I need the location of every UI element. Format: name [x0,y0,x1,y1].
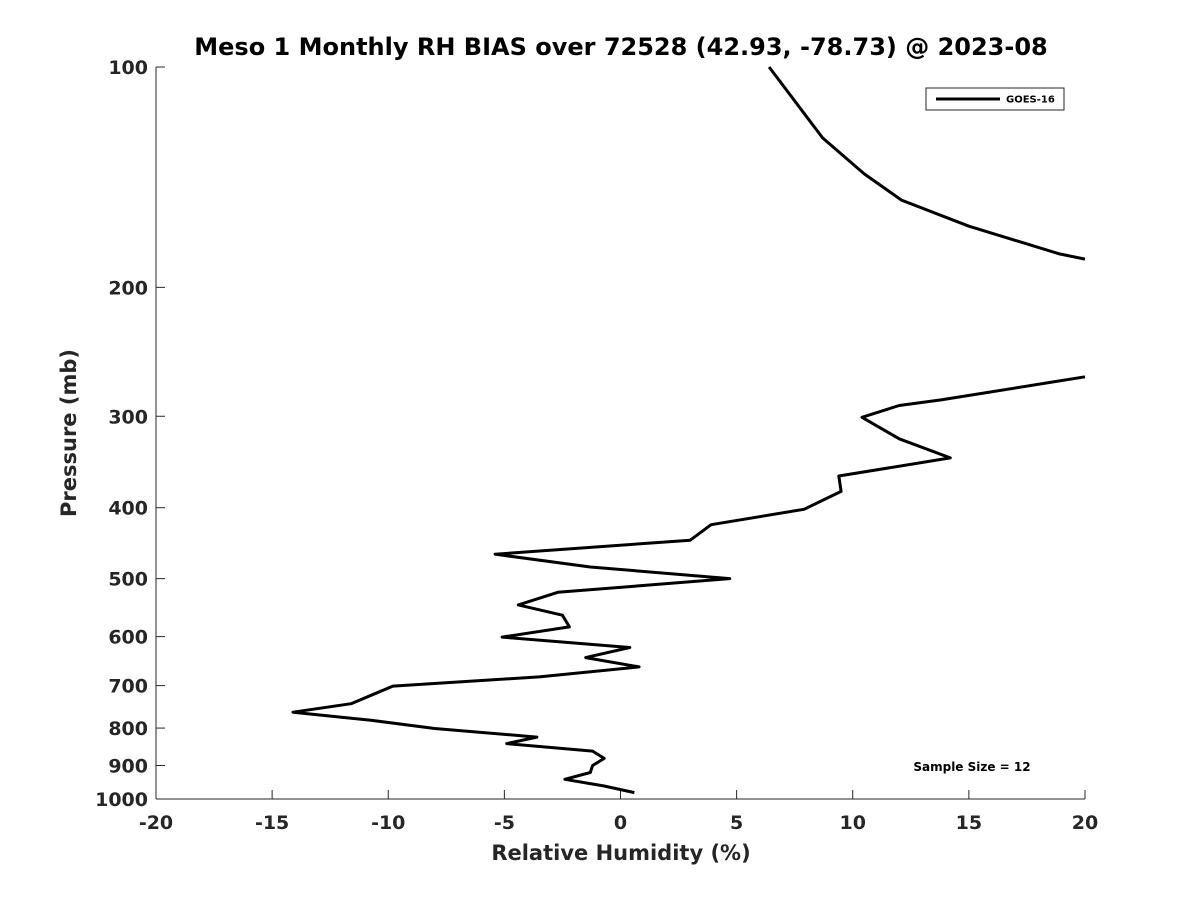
x-tick-label: 20 [1072,812,1098,834]
x-tick-label: 5 [730,812,743,834]
series [291,66,1086,795]
y-tick-label: 300 [108,406,148,428]
x-tick-label: -20 [139,812,173,834]
chart-title: Meso 1 Monthly RH BIAS over 72528 (42.93… [194,33,1047,61]
y-axis-label: Pressure (mb) [57,349,81,517]
y-tick-label: 900 [108,756,148,778]
y-tick-label: 1000 [95,789,148,811]
sample-size-annotation: Sample Size = 12 [913,760,1030,774]
x-tick-label: -15 [255,812,289,834]
y-tick-label: 500 [108,569,148,591]
y-tick-label: 200 [108,277,148,299]
x-tick-label: 0 [614,812,627,834]
x-ticks: -20 -15 -10 -5 0 5 10 15 20 [139,790,1098,834]
x-axis-label: Relative Humidity (%) [491,841,750,865]
x-tick-label: -10 [371,812,405,834]
series-line-goes-16 [291,375,1086,795]
y-tick-label: 600 [108,627,148,649]
y-ticks: 100 200 300 400 500 600 700 800 900 1000 [95,57,165,811]
x-tick-label: -5 [494,812,515,834]
y-tick-label: 800 [108,718,148,740]
legend: GOES-16 [925,87,1065,111]
legend-entry-goes-16: GOES-16 [1006,95,1055,106]
series-line-goes-16 [767,66,1086,261]
x-tick-label: 15 [956,812,982,834]
x-tick-label: 10 [840,812,866,834]
y-tick-label: 100 [108,57,148,79]
y-tick-label: 700 [108,676,148,698]
y-tick-label: 400 [108,498,148,520]
